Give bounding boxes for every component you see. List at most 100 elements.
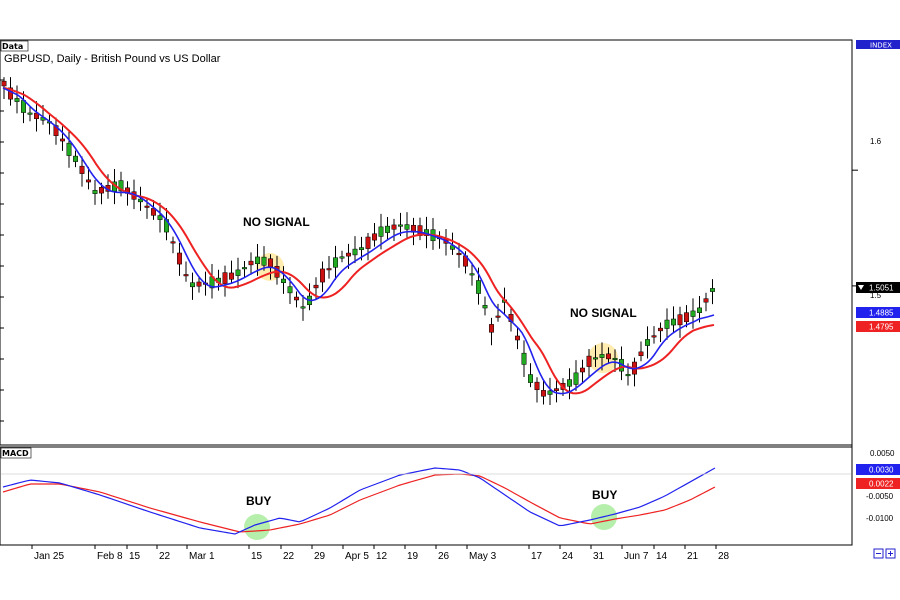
x-tick-label: 31 (593, 551, 605, 562)
candle-body (170, 241, 176, 244)
candle-body (294, 296, 299, 301)
candle-body (281, 278, 286, 283)
candle-body (586, 355, 592, 367)
candle-body (664, 319, 670, 329)
y-tick-label-1-5000: 1.5 (870, 291, 882, 300)
candle-body (554, 388, 559, 391)
macd-red-value-box (856, 478, 900, 489)
candle-body (60, 138, 65, 142)
blue-ema-line (2, 87, 715, 395)
red-ema-line (2, 87, 715, 395)
x-tick-label: May 3 (469, 551, 497, 562)
candle-body (14, 98, 20, 102)
x-tick-label: Jan 25 (34, 551, 64, 562)
x-tick-label: 17 (531, 551, 543, 562)
x-ticks-layer: Jan 25 Feb 8 15 22 Mar 1 15 22 29 Apr 5 12 19 26 May… (31, 545, 730, 562)
index-tag: INDEX (870, 42, 892, 50)
candle-body (612, 357, 618, 360)
x-tick-label: 15 (251, 551, 263, 562)
candle-body (339, 256, 345, 259)
candle-body (196, 281, 202, 287)
candle-body (177, 252, 182, 265)
candle-body (261, 256, 267, 266)
macd-tag: MACD (2, 449, 29, 458)
annotation-no-signal-1: NO SIGNAL (243, 215, 310, 229)
x-tick-label: Apr 5 (345, 551, 369, 562)
macd-red-value: 0.0022 (869, 480, 894, 489)
candle-body (580, 367, 585, 373)
candle-body (268, 258, 273, 267)
macd-lines-layer (1, 467, 851, 535)
candle-body (651, 335, 657, 338)
x-tick-label: 24 (562, 551, 574, 562)
current-price-box (856, 282, 900, 293)
candle-body (320, 268, 325, 283)
candle-body (625, 374, 631, 377)
macd-blue-value: 0.0030 (869, 466, 894, 475)
candle-body (528, 374, 533, 383)
candle-body (658, 327, 663, 332)
candle-body (118, 180, 124, 192)
candle-body (645, 339, 650, 346)
chart-title: GBPUSD, Daily - British Pound vs US Doll… (4, 53, 221, 65)
candle-body (677, 314, 683, 326)
candle-body (333, 257, 338, 268)
annotation-no-signal-2: NO SIGNAL (570, 306, 637, 320)
candle-body (73, 155, 78, 162)
candle-body (300, 306, 306, 309)
candle-body (79, 165, 85, 174)
x-tick-label: 26 (438, 551, 450, 562)
macd-line (2, 467, 716, 535)
macd-tag-bg (0, 447, 32, 459)
candle-body (515, 335, 520, 341)
candle-body (365, 236, 371, 249)
buy-highlight-1 (244, 514, 270, 540)
candle-body (157, 215, 163, 220)
x-tick-label: 22 (283, 551, 295, 562)
candle-body (183, 274, 189, 277)
candle-body (8, 87, 13, 100)
x-tick-label: 15 (129, 551, 141, 562)
candle-body (222, 272, 228, 285)
candle-body (138, 198, 143, 203)
candle-body (599, 354, 605, 358)
candle-body (326, 268, 332, 271)
x-tick-label: 14 (656, 551, 668, 562)
candles-layer (1, 77, 715, 406)
macd-signal-line (2, 473, 716, 533)
candle-body (346, 252, 351, 257)
macd-panel (0, 446, 853, 546)
y-ticks-layer (0, 79, 858, 422)
candle-body (372, 233, 377, 241)
candle-body (144, 205, 150, 208)
annotation-buy-1: BUY (246, 494, 271, 508)
candle-body (690, 310, 696, 317)
x-tick-label: 29 (314, 551, 326, 562)
candle-body (86, 179, 91, 183)
red-ema-price-box (856, 321, 900, 332)
candle-body (27, 112, 33, 115)
candle-body (92, 190, 98, 194)
x-tick-label: 12 (376, 551, 388, 562)
candle-body (398, 224, 403, 227)
candle-body (482, 305, 488, 309)
x-tick-label: 28 (718, 551, 730, 562)
annotation-buy-2: BUY (592, 488, 617, 502)
macd-tick-0-0050: 0.0050 (870, 449, 895, 458)
candle-body (404, 224, 410, 230)
candle-body (248, 260, 254, 266)
macd-blue-value-box (856, 464, 900, 475)
x-tick-label: 21 (687, 551, 699, 562)
candle-body (547, 390, 553, 395)
red-ema-price-label: 1.4795 (869, 323, 894, 332)
candle-body (671, 318, 676, 326)
candle-body (287, 286, 293, 294)
y-tick-label-1-6000: 1.6 (870, 137, 882, 146)
candle-body (567, 379, 572, 387)
candle-body (638, 351, 644, 356)
macd-tick-neg-0-0050: -0.0050 (866, 492, 894, 501)
current-price-arrow-icon (858, 285, 864, 290)
candle-body (190, 282, 195, 288)
candle-body (313, 284, 319, 289)
macd-tick-neg-0-0100: -0.0100 (866, 514, 894, 523)
